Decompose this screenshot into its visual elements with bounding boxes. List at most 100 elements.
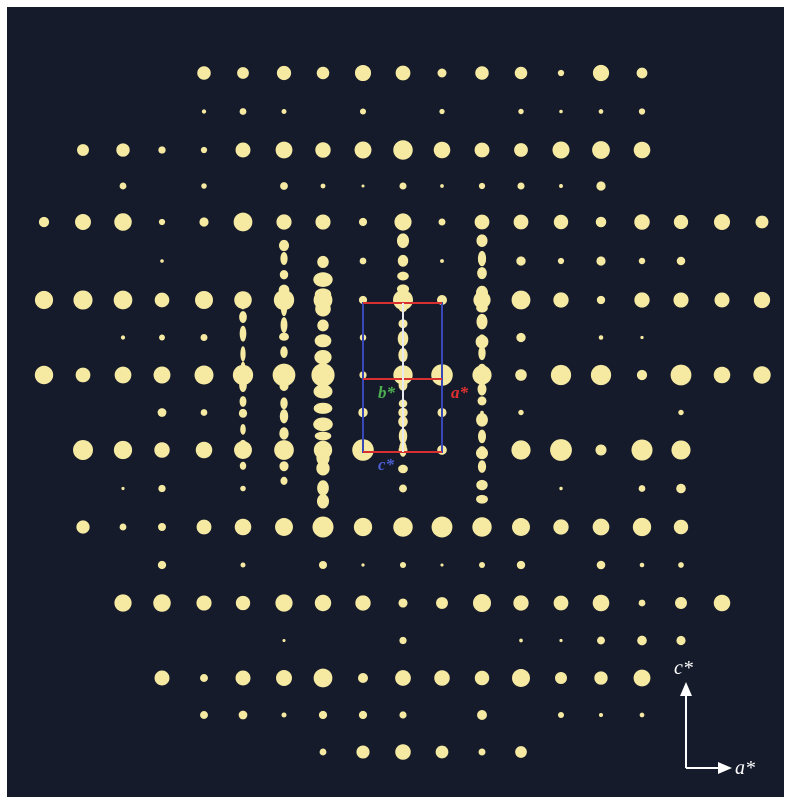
diffraction-spot <box>559 184 563 188</box>
diffraction-spot <box>76 368 91 383</box>
a-star-label: a* <box>451 383 469 402</box>
diffraction-spot <box>513 595 528 610</box>
diffraction-spot <box>321 184 326 189</box>
diffraction-spot <box>550 439 572 461</box>
diffraction-spot <box>35 366 53 384</box>
diffraction-spot <box>279 461 288 471</box>
diffraction-spot <box>241 563 246 568</box>
diffraction-spot <box>640 336 643 339</box>
diffraction-spot <box>434 142 451 159</box>
diffraction-spot <box>477 710 487 720</box>
diffraction-spot <box>77 144 89 156</box>
diffraction-spot <box>597 561 606 570</box>
diffraction-spot <box>400 562 406 568</box>
diffraction-spot <box>312 516 333 537</box>
diffraction-spot <box>314 350 331 364</box>
diffraction-spot <box>634 214 649 229</box>
diffraction-spot <box>361 184 364 187</box>
diffraction-spot <box>516 333 525 342</box>
diffraction-spot <box>159 219 165 225</box>
diffraction-spot <box>237 67 249 79</box>
diffraction-spot <box>517 561 525 569</box>
diffraction-spot <box>637 370 647 380</box>
diffraction-spot <box>559 487 562 490</box>
diffraction-spot <box>596 181 605 190</box>
diffraction-spot <box>120 524 127 531</box>
diffraction-spot <box>280 446 287 456</box>
diffraction-spot <box>315 372 332 383</box>
diffraction-spot <box>476 234 487 247</box>
diffraction-spot <box>516 256 525 265</box>
diffraction-spot <box>279 381 288 391</box>
diffraction-spot <box>200 711 208 719</box>
diffraction-spot <box>280 346 287 358</box>
diffraction-spot <box>476 314 487 329</box>
diffraction-spot <box>276 142 293 159</box>
diffraction-spot <box>398 465 408 474</box>
diffraction-spot <box>239 379 247 392</box>
diffraction-spot <box>315 595 331 611</box>
diffraction-spot <box>313 272 332 287</box>
diffraction-spot <box>114 441 132 459</box>
diffraction-spot <box>240 362 245 375</box>
diffraction-spot <box>512 518 530 536</box>
diffraction-spot <box>475 671 489 685</box>
diffraction-spot <box>591 365 611 385</box>
diffraction-spot <box>282 639 285 642</box>
diffraction-spot <box>599 713 603 717</box>
diffraction-spot <box>596 256 605 265</box>
diffraction-spot <box>197 520 212 535</box>
diffraction-spot <box>316 461 329 475</box>
diffraction-spot <box>595 444 606 455</box>
diffraction-spot <box>518 410 523 415</box>
diffraction-spot <box>235 519 252 536</box>
diffraction-spot <box>360 258 367 265</box>
diffraction-spot <box>236 143 251 158</box>
diffraction-spot <box>678 562 684 568</box>
diffraction-spot <box>355 595 370 610</box>
diffraction-spot <box>512 291 531 310</box>
diffraction-spot <box>313 418 333 432</box>
c-star-label: c* <box>378 455 395 474</box>
diffraction-spot <box>399 485 407 493</box>
diffraction-spot <box>477 364 486 377</box>
diffraction-spot <box>476 480 487 490</box>
diffraction-spot <box>315 214 330 229</box>
diffraction-spot <box>714 595 731 612</box>
diffraction-spot <box>39 217 49 227</box>
diffraction-spot <box>678 410 683 415</box>
diffraction-spot <box>153 594 171 612</box>
diffraction-spot <box>280 252 287 265</box>
diffraction-spot <box>476 447 488 459</box>
diffraction-spot <box>317 256 329 268</box>
diffraction-spot <box>519 639 523 643</box>
diffraction-spot <box>280 397 287 409</box>
diffraction-spot <box>317 480 329 495</box>
diffraction-spot <box>279 240 289 251</box>
diffraction-spot <box>472 517 491 536</box>
diffraction-spot <box>73 290 92 309</box>
diffraction-spot <box>159 335 165 341</box>
diffraction-spot <box>597 637 605 645</box>
diffraction-spot <box>754 292 770 308</box>
diffraction-spot <box>239 440 247 452</box>
diffraction-spot <box>154 367 171 384</box>
diffraction-spot <box>317 67 330 80</box>
diffraction-spot <box>478 460 486 473</box>
diffraction-spot <box>676 636 685 645</box>
diffraction-spot <box>677 257 686 266</box>
diffraction-spot <box>76 520 89 533</box>
diffraction-spot <box>479 749 486 756</box>
diffraction-spot <box>239 409 247 418</box>
diffraction-spot <box>319 561 327 569</box>
diffraction-spot <box>158 523 166 531</box>
diffraction-spot <box>597 296 605 304</box>
diffraction-spot <box>476 304 488 313</box>
diffraction-spot <box>438 69 447 78</box>
diffraction-spot <box>275 518 293 536</box>
diffraction-spot <box>199 217 208 226</box>
diffraction-spot <box>275 594 292 611</box>
diffraction-spot <box>639 485 646 492</box>
diffraction-spot <box>234 213 253 232</box>
diffraction-spot <box>115 367 132 384</box>
